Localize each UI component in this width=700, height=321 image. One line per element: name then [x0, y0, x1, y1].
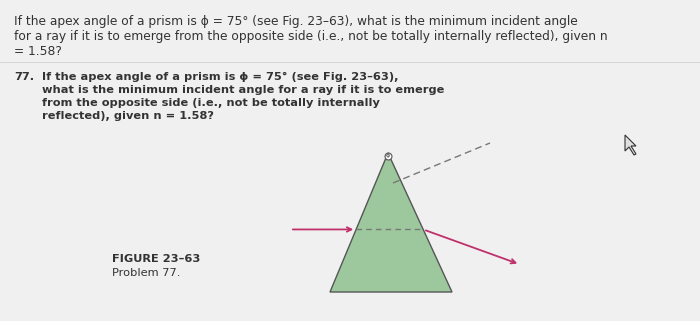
Text: from the opposite side (i.e., not be totally internally: from the opposite side (i.e., not be tot… [42, 98, 380, 108]
Text: for a ray if it is to emerge from the opposite side (i.e., not be totally intern: for a ray if it is to emerge from the op… [14, 30, 608, 43]
Text: If the apex angle of a prism is ϕ = 75° (see Fig. 23–63),: If the apex angle of a prism is ϕ = 75° … [42, 72, 398, 82]
Text: = 1.58?: = 1.58? [14, 45, 62, 58]
Text: what is the minimum incident angle for a ray if it is to emerge: what is the minimum incident angle for a… [42, 85, 444, 95]
Text: Problem 77.: Problem 77. [112, 268, 181, 278]
Polygon shape [330, 153, 452, 292]
Text: FIGURE 23–63: FIGURE 23–63 [112, 254, 200, 264]
Text: ϕ: ϕ [386, 152, 390, 158]
Text: 77.: 77. [14, 72, 34, 82]
Polygon shape [625, 135, 636, 155]
Text: If the apex angle of a prism is ϕ = 75° (see Fig. 23–63), what is the minimum in: If the apex angle of a prism is ϕ = 75° … [14, 15, 578, 28]
Text: reflected), given n = 1.58?: reflected), given n = 1.58? [42, 111, 214, 121]
